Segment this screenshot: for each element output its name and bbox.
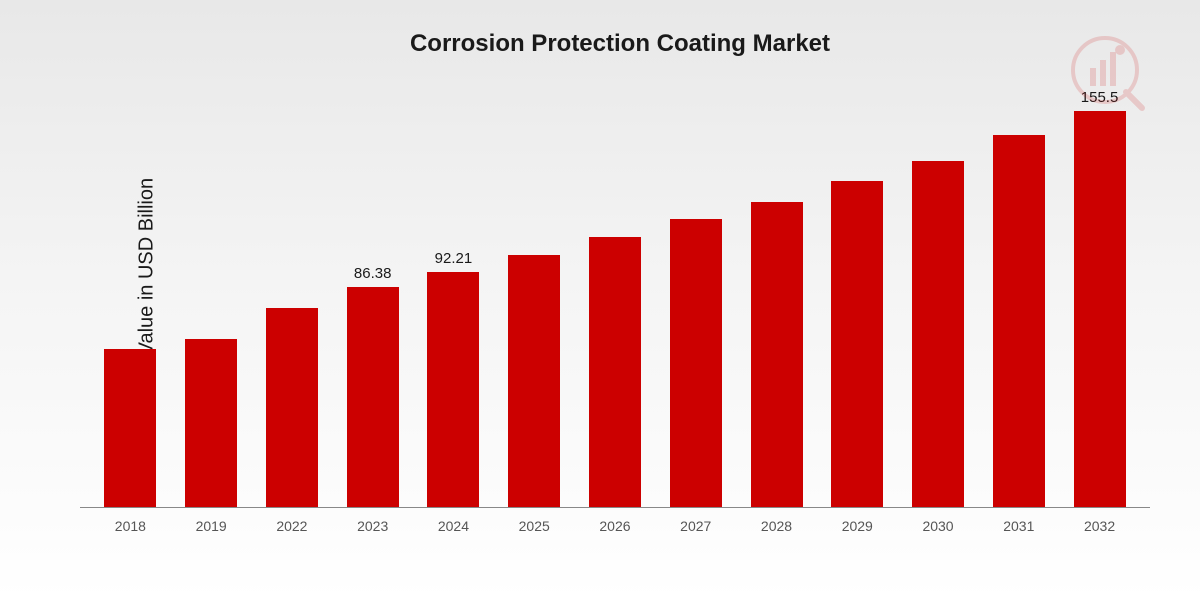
bar — [670, 219, 722, 507]
bars-wrapper: 86.3892.21155.5 — [80, 88, 1150, 508]
bar-group — [575, 237, 656, 507]
x-tick-label: 2024 — [413, 510, 494, 538]
bar — [751, 202, 803, 507]
bar-group: 86.38 — [332, 287, 413, 507]
x-tick-label: 2025 — [494, 510, 575, 538]
x-tick-label: 2028 — [736, 510, 817, 538]
bar-group — [655, 219, 736, 507]
bar — [589, 237, 641, 507]
chart-title: Corrosion Protection Coating Market — [80, 30, 1160, 58]
x-tick-label: 2030 — [898, 510, 979, 538]
plot-area: 86.3892.21155.5 201820192022202320242025… — [80, 88, 1150, 538]
bar — [427, 272, 479, 507]
bar-group — [252, 308, 333, 507]
bar — [266, 308, 318, 507]
x-tick-label: 2029 — [817, 510, 898, 538]
bar — [185, 339, 237, 507]
bar-group — [898, 161, 979, 507]
bar-group: 155.5 — [1059, 111, 1140, 507]
bar — [912, 161, 964, 507]
bar — [347, 287, 399, 507]
chart-container: Corrosion Protection Coating Market Mark… — [0, 0, 1200, 600]
bar-group: 92.21 — [413, 272, 494, 507]
bar-group — [90, 349, 171, 507]
x-tick-label: 2023 — [332, 510, 413, 538]
bar-group — [817, 181, 898, 507]
x-tick-label: 2022 — [252, 510, 333, 538]
bar — [831, 181, 883, 507]
bar — [104, 349, 156, 507]
bar-group — [494, 255, 575, 507]
bar — [993, 135, 1045, 507]
x-tick-label: 2018 — [90, 510, 171, 538]
bar — [508, 255, 560, 507]
x-tick-label: 2026 — [575, 510, 656, 538]
x-tick-label: 2031 — [978, 510, 1059, 538]
x-axis-labels: 2018201920222023202420252026202720282029… — [80, 510, 1150, 538]
watermark-logo-icon — [1060, 30, 1150, 125]
bar — [1074, 111, 1126, 507]
x-tick-label: 2019 — [171, 510, 252, 538]
x-tick-label: 2027 — [655, 510, 736, 538]
bar-group — [171, 339, 252, 507]
bar-value-label: 86.38 — [354, 265, 392, 282]
bar-value-label: 92.21 — [435, 250, 473, 267]
x-tick-label: 2032 — [1059, 510, 1140, 538]
bar-group — [978, 135, 1059, 507]
bar-group — [736, 202, 817, 507]
